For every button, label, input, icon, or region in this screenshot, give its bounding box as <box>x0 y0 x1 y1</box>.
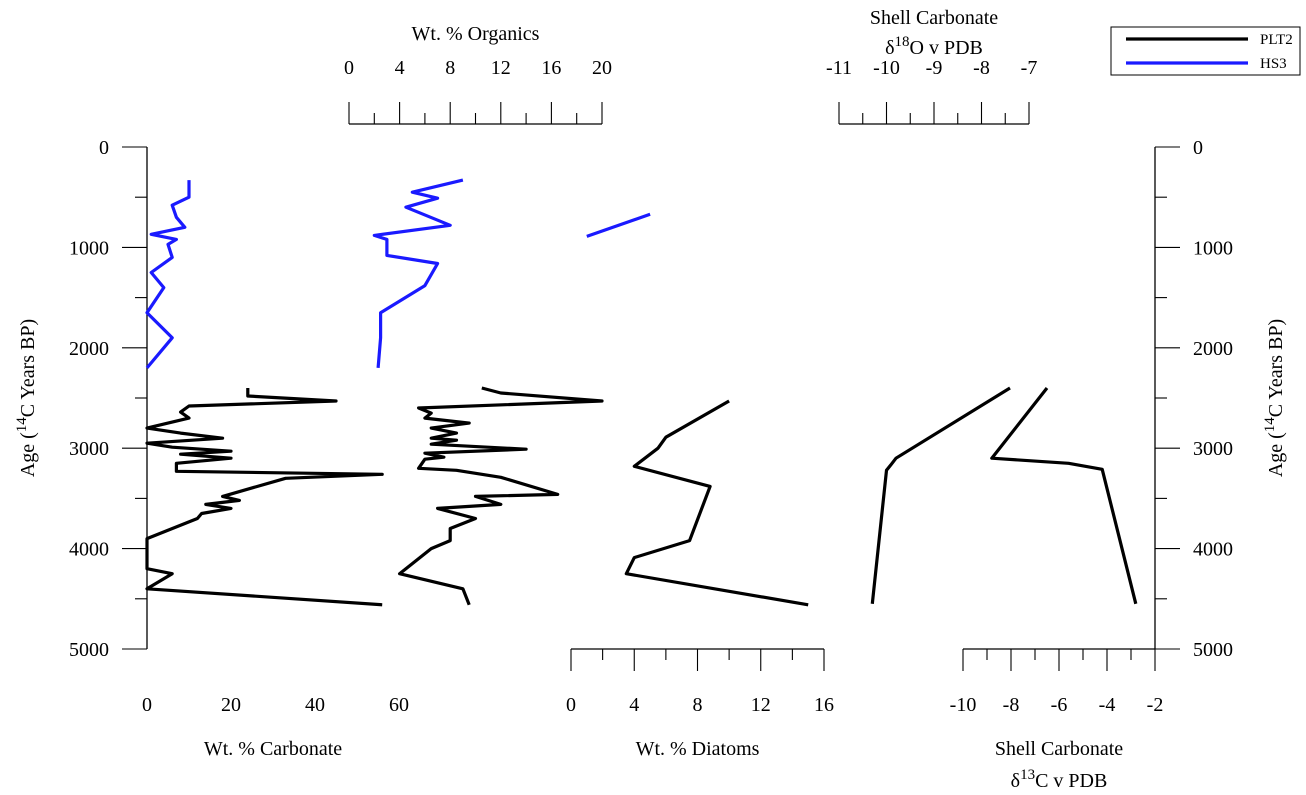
left-age-tick-label: 4000 <box>69 539 109 561</box>
carbonate-tick-label: 60 <box>389 694 409 716</box>
carbonate-series-plt2 <box>145 388 384 607</box>
left-age-tick-label: 5000 <box>69 639 109 661</box>
d13c-tick-label: -2 <box>1147 694 1164 716</box>
right-age-tick-label: 2000 <box>1193 338 1233 360</box>
left-age-axis-title: Age (14C Years BP) <box>14 319 39 477</box>
legend-label-hs3: HS3 <box>1260 56 1287 72</box>
organics-axis-title: Wt. % Organics <box>412 23 540 45</box>
d13c-tick-label: -10 <box>950 694 977 716</box>
d13c-tick-label: -8 <box>1003 694 1020 716</box>
d13c-tick-label: -6 <box>1051 694 1068 716</box>
organics-series-hs3 <box>372 178 464 369</box>
d13c-axis-title-line2: δ13C v PDB <box>1011 767 1108 792</box>
right-age-tick-label: 0 <box>1193 137 1203 159</box>
right-age-tick-label: 4000 <box>1193 539 1233 561</box>
diatoms-tick-label: 16 <box>814 694 834 716</box>
diatoms-series-hs3 <box>586 212 651 238</box>
legend-box <box>1110 26 1301 76</box>
d13c-series-plt2 <box>990 387 1138 605</box>
left-age-tick-label: 0 <box>99 137 109 159</box>
carbonate-series-hs3 <box>145 180 191 369</box>
diatoms-tick-label: 0 <box>566 694 576 716</box>
right-age-axis-title: Age (14C Years BP) <box>1262 319 1287 477</box>
d18o-axis-title-line1: Shell Carbonate <box>870 7 998 29</box>
d18o-tick-label: -10 <box>873 57 900 79</box>
legend: PLT2 HS3 <box>1110 26 1301 76</box>
legend-label-plt2: PLT2 <box>1260 32 1293 48</box>
series-layer <box>145 178 1138 607</box>
d18o-tick-label: -9 <box>926 57 943 79</box>
d18o-tick-label: -11 <box>826 57 852 79</box>
diatoms-tick-label: 4 <box>629 694 639 716</box>
right-age-tick-label: 1000 <box>1193 237 1233 259</box>
organics-tick-label: 12 <box>491 57 511 79</box>
d18o-tick-label: -7 <box>1021 57 1038 79</box>
d18o-tick-label: -8 <box>973 57 990 79</box>
carbonate-tick-label: 40 <box>305 694 325 716</box>
carbonate-tick-label: 0 <box>142 694 152 716</box>
d13c-axis-title-line1: Shell Carbonate <box>995 738 1123 760</box>
organics-tick-label: 4 <box>395 57 405 79</box>
d18o-axis-title-line2: δ18O v PDB <box>885 34 983 59</box>
diatoms-axis-title: Wt. % Diatoms <box>636 738 760 760</box>
right-age-tick-label: 5000 <box>1193 639 1233 661</box>
left-age-tick-label: 2000 <box>69 338 109 360</box>
carbonate-axis-title: Wt. % Carbonate <box>204 738 342 760</box>
diatoms-tick-label: 12 <box>751 694 771 716</box>
right-age-tick-label: 3000 <box>1193 438 1233 460</box>
diatoms-tick-label: 8 <box>693 694 703 716</box>
left-age-tick-label: 3000 <box>69 438 109 460</box>
organics-series-plt2 <box>398 386 604 606</box>
carbonate-tick-label: 20 <box>221 694 241 716</box>
d18o-series-plt2 <box>870 386 1011 604</box>
left-age-tick-label: 1000 <box>69 237 109 259</box>
organics-tick-label: 8 <box>445 57 455 79</box>
organics-tick-label: 0 <box>344 57 354 79</box>
diatoms-series-plt2 <box>624 399 809 607</box>
d13c-tick-label: -4 <box>1099 694 1116 716</box>
organics-tick-label: 20 <box>592 57 612 79</box>
organics-tick-label: 16 <box>541 57 561 79</box>
